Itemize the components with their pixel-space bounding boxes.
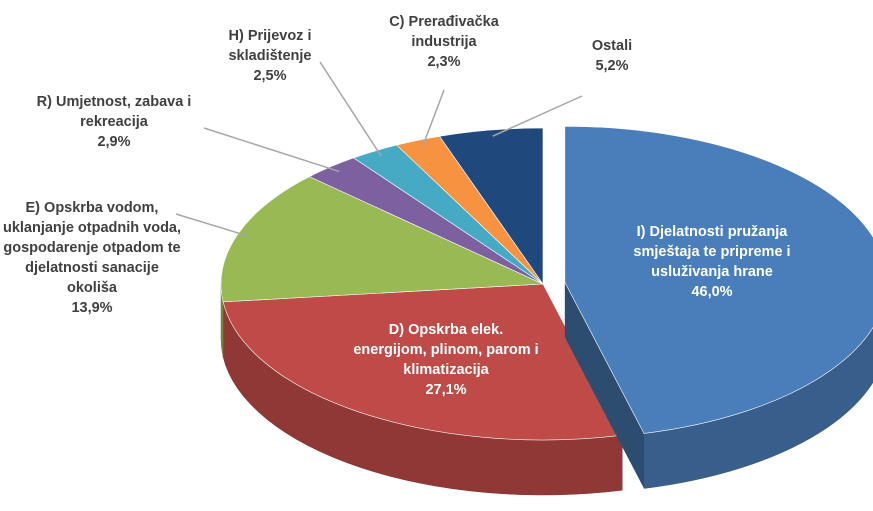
value-label: 2,9%: [97, 134, 131, 150]
leader-line: [175, 213, 251, 238]
slice-label: Ostali 5,2%: [572, 36, 652, 76]
value-label: 13,9%: [71, 300, 113, 316]
value-label: 2,5%: [253, 68, 287, 84]
slice-label: D) Opskrba elek. energijom, plinom, paro…: [351, 320, 541, 400]
category-label: I) Djelatnosti pružanja smještaja te pri…: [633, 224, 791, 280]
category-label: C) Prerađivačka industrija: [389, 14, 499, 50]
leader-line: [492, 95, 583, 137]
slice-label: I) Djelatnosti pružanja smještaja te pri…: [610, 222, 815, 302]
leader-line: [319, 61, 382, 157]
value-label: 27,1%: [425, 382, 467, 398]
category-label: D) Opskrba elek. energijom, plinom, paro…: [353, 322, 539, 378]
leader-line: [422, 89, 445, 147]
value-label: 2,3%: [427, 54, 461, 70]
slice: [222, 283, 623, 441]
category-label: R) Umjetnost, zabava i rekreacija: [36, 94, 192, 130]
slice: [564, 125, 873, 434]
leader-line: [203, 127, 340, 173]
value-label: 5,2%: [595, 58, 629, 74]
slice: [439, 127, 544, 285]
category-label: E) Opskrba vodom, uklanjanje otpadnih vo…: [2, 200, 182, 296]
category-label: Ostali: [591, 38, 633, 54]
slice-label: C) Prerađivačka industrija 2,3%: [379, 12, 509, 72]
category-label: H) Prijevoz i skladištenje: [228, 28, 312, 64]
slice: [220, 176, 544, 303]
slice-cut: [564, 282, 645, 489]
slice-label: E) Opskrba vodom, uklanjanje otpadnih vo…: [2, 198, 182, 318]
slice-label: R) Umjetnost, zabava i rekreacija 2,9%: [14, 92, 214, 152]
slice-label: H) Prijevoz i skladištenje 2,5%: [210, 26, 330, 86]
value-label: 46,0%: [691, 284, 733, 300]
